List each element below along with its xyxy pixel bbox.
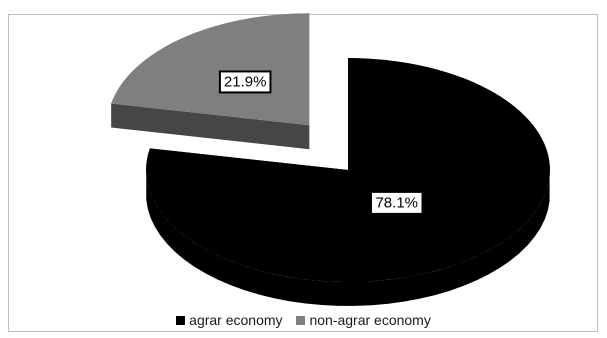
pie-slice-top-agrar <box>145 58 551 283</box>
legend-item-non-agrar[interactable]: non-agrar economy <box>296 312 431 328</box>
data-label-box-agrar <box>370 191 423 214</box>
legend-swatch-non-agrar <box>296 315 306 325</box>
legend-label-agrar: agrar economy <box>189 312 283 328</box>
pie-slices <box>111 13 551 306</box>
legend-swatch-agrar <box>176 315 186 325</box>
pie-slice-top-non-agrar <box>111 13 310 126</box>
pie-slice-agrar[interactable] <box>145 58 551 306</box>
legend-label-non-agrar: non-agrar economy <box>309 312 431 328</box>
legend: agrar economy non-agrar economy <box>0 312 607 328</box>
pie-slice-non-agrar[interactable] <box>111 13 310 150</box>
data-label-agrar: 78.1% <box>375 194 418 211</box>
legend-item-agrar[interactable]: agrar economy <box>176 312 283 328</box>
data-label-box-non-agrar <box>218 70 272 94</box>
pie-slice-cut-face-non-agrar-0 <box>111 103 310 150</box>
data-labels: 78.1% 21.9% <box>218 70 423 214</box>
pie-slice-wall-agrar <box>146 175 550 306</box>
data-label-non-agrar: 21.9% <box>224 73 267 90</box>
